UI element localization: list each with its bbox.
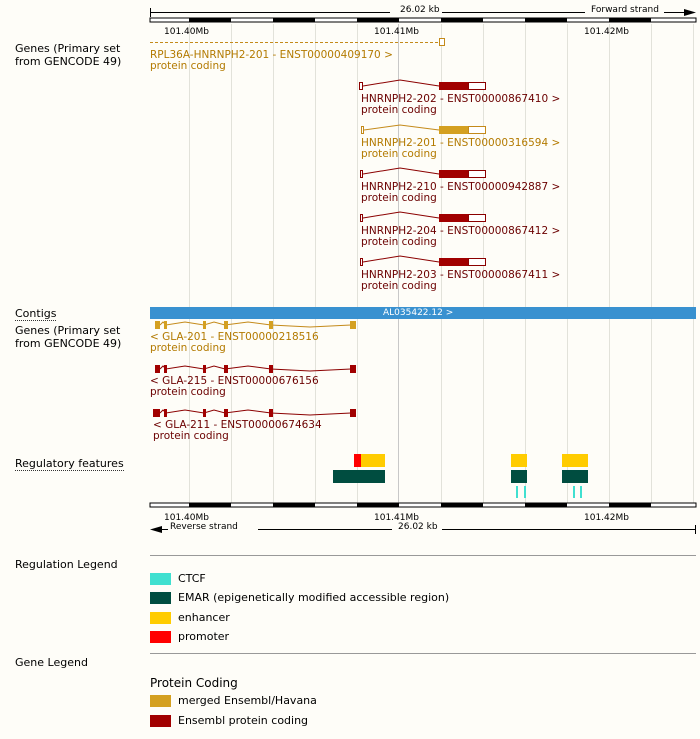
reverse-strand-label: Reverse strand xyxy=(170,522,238,532)
bottom-tick-label-2: 101.41Mb xyxy=(374,513,419,523)
genes-reverse-track-label[interactable]: Genes (Primary set from GENCODE 49) xyxy=(15,324,122,350)
contig-bar[interactable] xyxy=(150,307,696,319)
enhancer-feature xyxy=(511,454,527,467)
top-tick-label-3: 101.42Mb xyxy=(584,27,629,37)
enhancer-swatch xyxy=(150,612,171,624)
transcript-biotype: protein coding xyxy=(361,148,437,160)
transcript-label[interactable]: HNRNPH2-210 - ENST00000942887 > xyxy=(361,181,561,193)
top-tick-label-1: 101.40Mb xyxy=(164,27,209,37)
transcript-label[interactable]: < GLA-215 - ENST00000676156 xyxy=(150,375,319,387)
promoter-swatch xyxy=(150,631,171,643)
transcript-label[interactable]: < GLA-201 - ENST00000218516 xyxy=(150,331,319,343)
ctcf-feature xyxy=(524,486,526,498)
transcript-biotype: protein coding xyxy=(361,280,437,292)
promoter-feature xyxy=(354,454,361,467)
contigs-track-label[interactable]: Contigs xyxy=(15,307,57,321)
emar-feature xyxy=(562,470,588,483)
top-tick-label-2: 101.41Mb xyxy=(374,27,419,37)
top-span-label: 26.02 kb xyxy=(398,5,442,15)
transcript-hnrnph2-201[interactable] xyxy=(361,124,486,134)
transcript-biotype: protein coding xyxy=(150,342,226,354)
transcript-hnrnph2-202[interactable] xyxy=(359,79,486,90)
emar-feature xyxy=(333,470,385,483)
bottom-span-label: 26.02 kb xyxy=(398,522,438,532)
ctcf-feature xyxy=(573,486,575,498)
gene-legend-title: Gene Legend xyxy=(15,656,88,669)
transcript-gla-215[interactable] xyxy=(155,365,356,373)
emar-feature xyxy=(511,470,527,483)
transcript-hnrnph2-204[interactable] xyxy=(360,211,486,222)
ctcf-feature xyxy=(516,486,518,498)
regulation-legend-title: Regulation Legend xyxy=(15,558,118,571)
transcript-gla-201[interactable] xyxy=(155,321,356,329)
forward-strand-label: Forward strand xyxy=(591,5,659,15)
transcript-label[interactable]: < GLA-211 - ENST00000674634 xyxy=(153,419,322,431)
ctcf-swatch xyxy=(150,573,171,585)
enhancer-feature xyxy=(361,454,385,467)
transcript-label[interactable]: HNRNPH2-201 - ENST00000316594 > xyxy=(361,137,561,149)
bottom-ruler xyxy=(149,502,697,534)
transcript-rpl36a-hnrnph2-201[interactable] xyxy=(150,38,445,46)
bottom-tick-label-1: 101.40Mb xyxy=(164,513,209,523)
transcript-biotype: protein coding xyxy=(361,236,437,248)
transcript-biotype: protein coding xyxy=(361,104,437,116)
transcript-label[interactable]: RPL36A-HNRNPH2-201 - ENST00000409170 > xyxy=(150,49,393,61)
transcript-biotype: protein coding xyxy=(361,192,437,204)
merged-swatch xyxy=(150,695,171,707)
reverse-arrow-icon xyxy=(150,526,162,533)
contig-label[interactable]: AL035422.12 > xyxy=(383,308,454,318)
forward-arrow-icon xyxy=(684,9,696,16)
regulatory-features[interactable] xyxy=(333,454,588,498)
genes-forward-track-label[interactable]: Genes (Primary set from GENCODE 49) xyxy=(15,42,122,68)
transcript-label[interactable]: HNRNPH2-202 - ENST00000867410 > xyxy=(361,93,561,105)
top-ruler xyxy=(149,8,697,23)
enhancer-feature xyxy=(562,454,588,467)
gene-legend-subtitle: Protein Coding xyxy=(150,676,238,690)
transcript-hnrnph2-210[interactable] xyxy=(360,167,486,178)
ctcf-feature xyxy=(580,486,582,498)
transcript-gla-211[interactable] xyxy=(153,409,356,417)
ensembl-swatch xyxy=(150,715,171,727)
emar-swatch xyxy=(150,592,171,604)
transcript-biotype: protein coding xyxy=(153,430,229,442)
transcript-label[interactable]: HNRNPH2-204 - ENST00000867412 > xyxy=(361,225,561,237)
transcript-label[interactable]: HNRNPH2-203 - ENST00000867411 > xyxy=(361,269,561,281)
transcript-biotype: protein coding xyxy=(150,60,226,72)
transcript-hnrnph2-203[interactable] xyxy=(360,255,486,266)
bottom-tick-label-3: 101.42Mb xyxy=(584,513,629,523)
regulatory-track-label[interactable]: Regulatory features xyxy=(15,457,124,471)
transcript-biotype: protein coding xyxy=(150,386,226,398)
